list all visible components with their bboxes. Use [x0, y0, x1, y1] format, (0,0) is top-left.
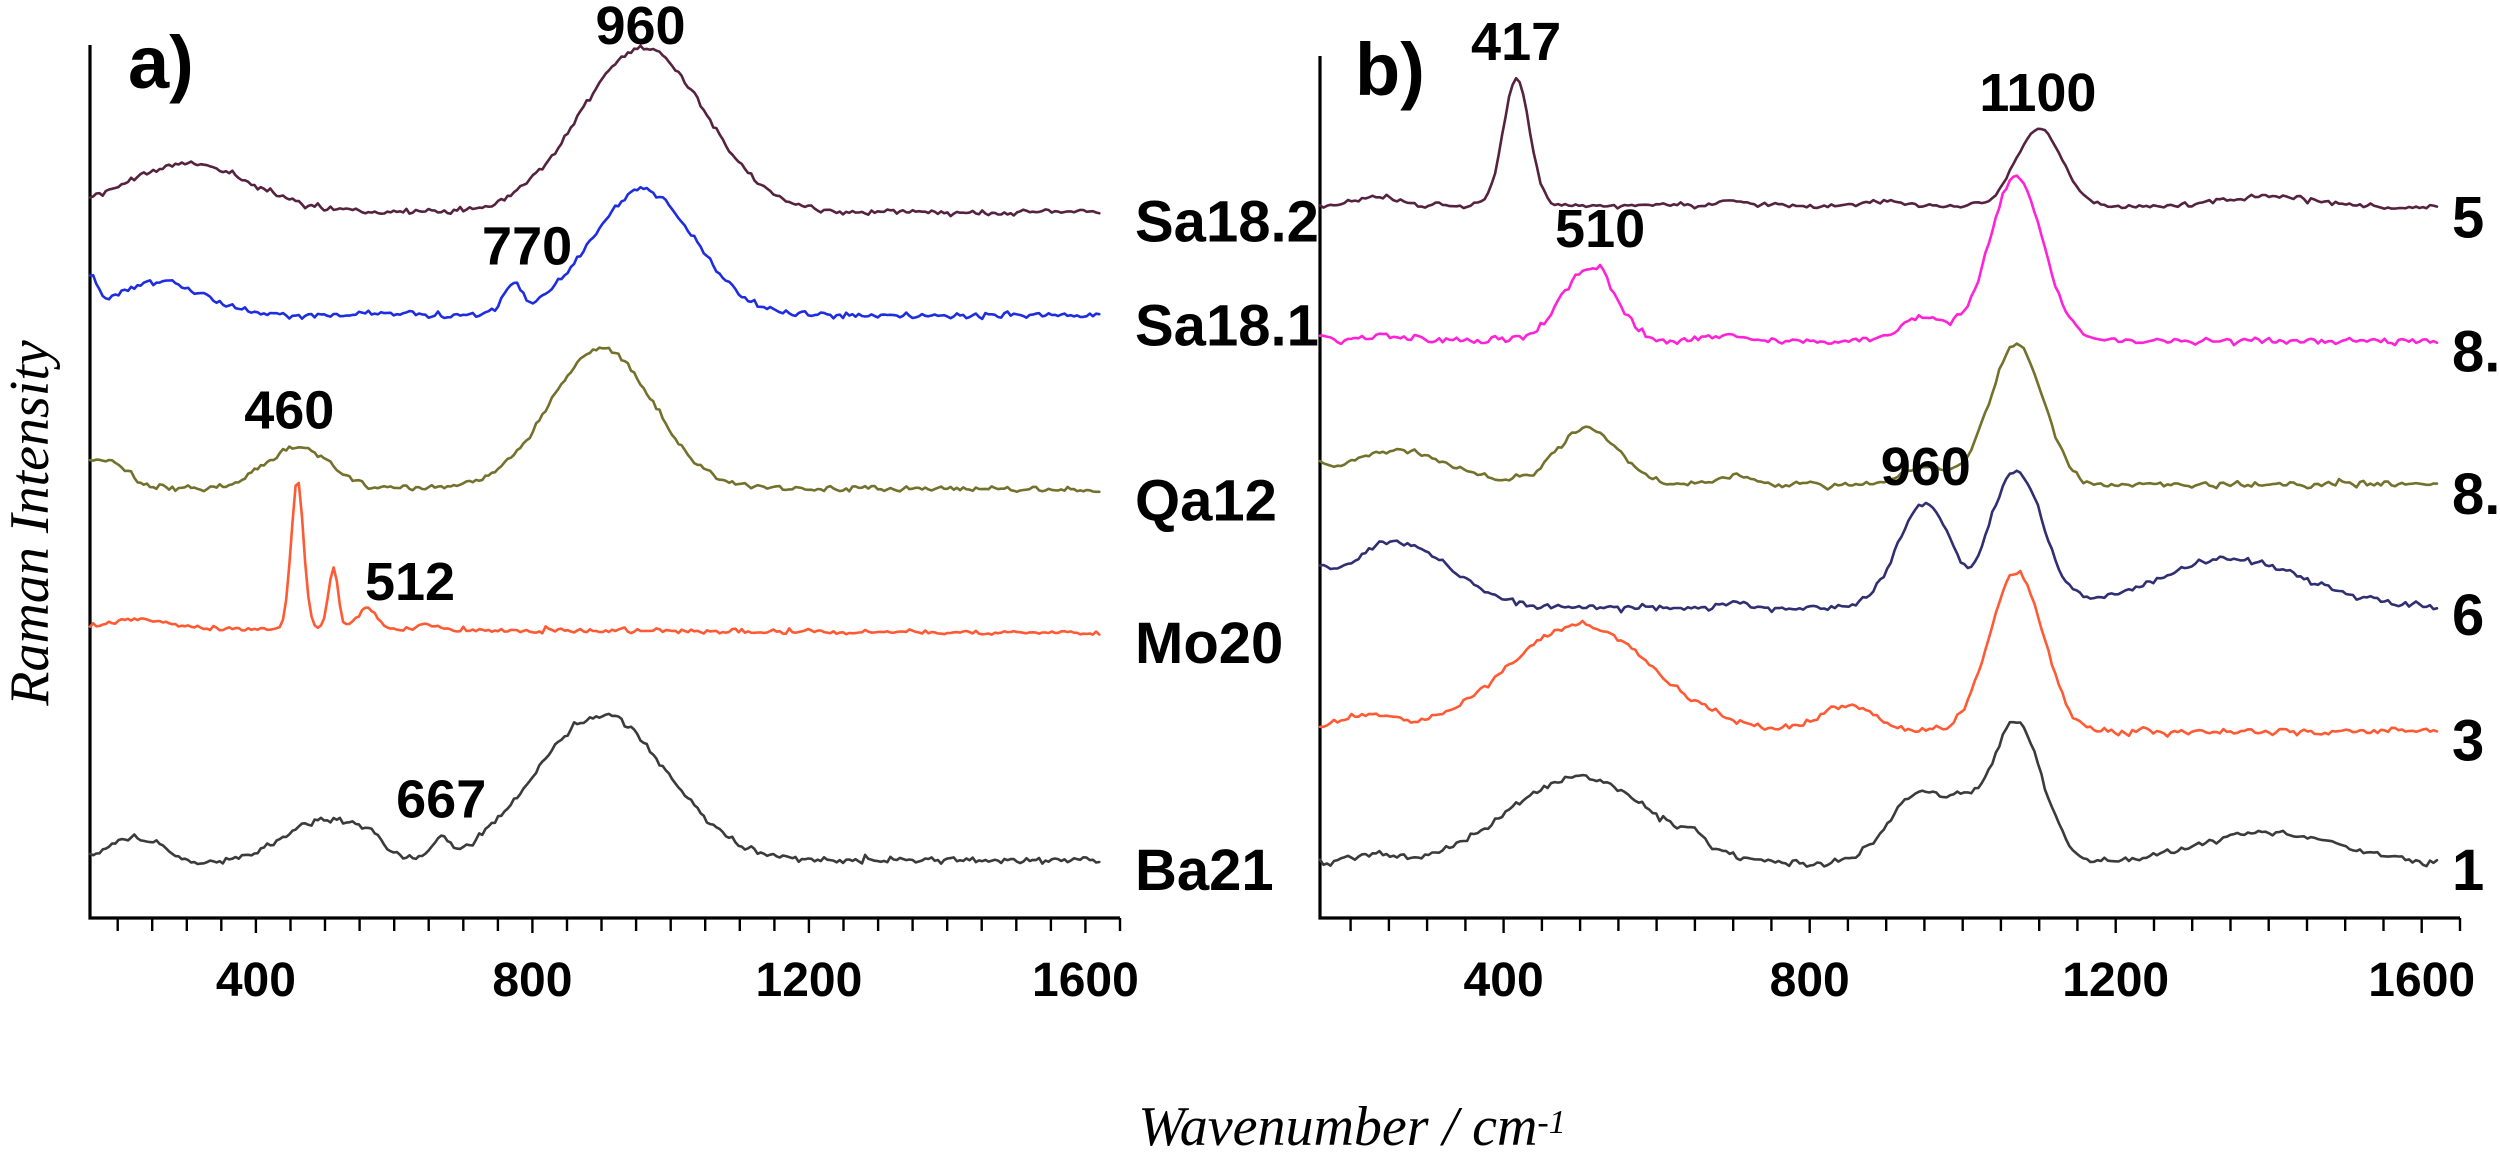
- svg-text:Mo20: Mo20: [1135, 611, 1283, 676]
- svg-text:1600: 1600: [1032, 954, 1139, 1007]
- svg-text:960: 960: [1881, 437, 1971, 497]
- svg-text:460: 460: [244, 381, 334, 441]
- svg-text:b): b): [1355, 28, 1425, 111]
- svg-text:960: 960: [595, 0, 685, 56]
- svg-text:8.1: 8.1: [2452, 462, 2500, 527]
- svg-text:8.2: 8.2: [2452, 319, 2500, 384]
- svg-text:1100: 1100: [1979, 63, 2096, 123]
- svg-text:400: 400: [1464, 954, 1544, 1007]
- svg-text:667: 667: [396, 770, 486, 830]
- svg-text:6: 6: [2452, 583, 2484, 648]
- svg-text:800: 800: [1770, 954, 1850, 1007]
- svg-text:510: 510: [1555, 199, 1645, 259]
- svg-text:Ba21: Ba21: [1135, 838, 1274, 903]
- svg-text:Qa12: Qa12: [1135, 468, 1277, 533]
- svg-text:Sa18.2: Sa18.2: [1135, 190, 1319, 255]
- svg-text:512: 512: [365, 552, 455, 612]
- svg-text:1200: 1200: [2062, 954, 2169, 1007]
- svg-text:1600: 1600: [2368, 954, 2475, 1007]
- svg-text:770: 770: [482, 217, 572, 277]
- svg-text:Raman Intensity: Raman Intensity: [0, 340, 61, 707]
- svg-text:Wavenumber / cm-1: Wavenumber / cm-1: [1138, 1096, 1566, 1157]
- svg-text:1200: 1200: [756, 954, 863, 1007]
- svg-text:800: 800: [492, 954, 572, 1007]
- svg-text:5: 5: [2452, 185, 2484, 250]
- svg-text:400: 400: [216, 954, 296, 1007]
- svg-text:Sa18.1: Sa18.1: [1135, 293, 1319, 358]
- svg-text:3: 3: [2452, 708, 2484, 773]
- svg-text:417: 417: [1471, 12, 1561, 72]
- svg-text:a): a): [128, 21, 194, 104]
- svg-text:1: 1: [2452, 838, 2484, 903]
